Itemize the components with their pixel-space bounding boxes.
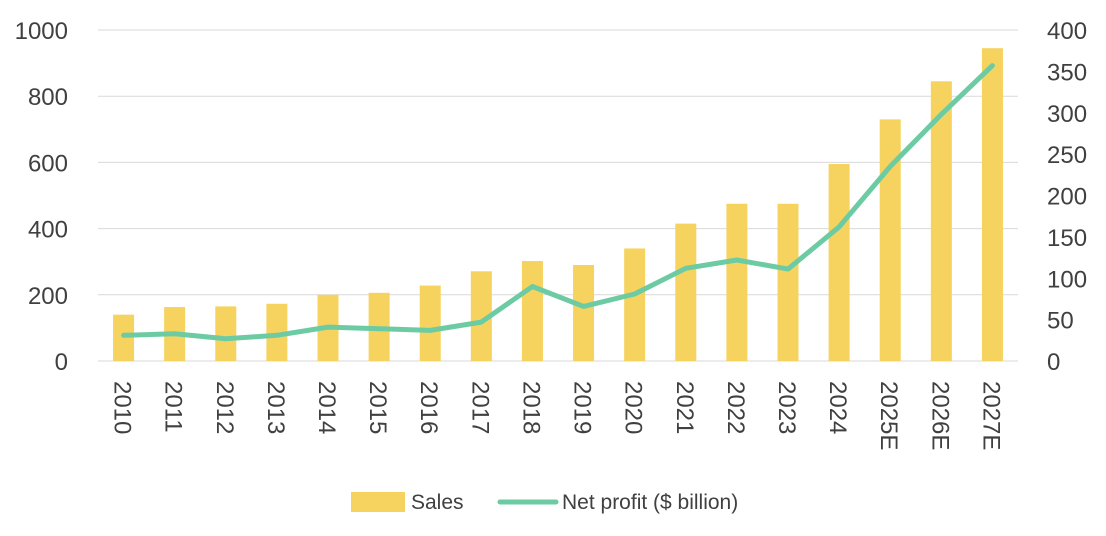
- sales-bar-2022: [726, 203, 748, 361]
- x-tick-label-2013: 2013: [262, 381, 289, 434]
- right-tick-label: 250: [1047, 142, 1087, 169]
- legend: Sales Net profit ($ billion): [351, 491, 738, 514]
- sales-bar-2012: [215, 306, 237, 361]
- x-tick-label-2014: 2014: [313, 381, 340, 434]
- right-tick-label: 400: [1047, 18, 1087, 45]
- x-tick-label-2018: 2018: [517, 381, 544, 434]
- x-tick-label-2023: 2023: [773, 381, 800, 434]
- x-tick-label-2016: 2016: [415, 381, 442, 434]
- sales-bar-2019: [573, 265, 595, 361]
- sales-bar-2017: [470, 271, 492, 361]
- right-tick-label: 100: [1047, 266, 1087, 293]
- x-tick-label-2026E: 2026E: [926, 381, 953, 450]
- right-tick-label: 200: [1047, 184, 1087, 211]
- legend-profit-label: Net profit ($ billion): [562, 491, 738, 514]
- sales-bar-2027E: [981, 48, 1003, 361]
- sales-bar-2024: [828, 164, 850, 361]
- x-tick-label-2027E: 2027E: [977, 381, 1004, 450]
- sales-bar-2016: [419, 285, 441, 361]
- left-tick-label: 0: [55, 349, 68, 376]
- x-tick-label-2017: 2017: [466, 381, 493, 434]
- right-tick-label: 50: [1047, 308, 1074, 335]
- right-tick-label: 150: [1047, 225, 1087, 252]
- legend-sales-label: Sales: [411, 491, 464, 514]
- x-tick-label-2015: 2015: [364, 381, 391, 434]
- left-axis-ticks: 0 200 400 600 800 1000: [15, 18, 68, 376]
- right-axis-ticks: 0 50 100 150 200 250 300 350 400: [1047, 18, 1087, 376]
- right-tick-label: 0: [1047, 349, 1060, 376]
- x-tick-label-2011: 2011: [160, 381, 187, 433]
- sales-bar-2023: [777, 203, 799, 361]
- x-tick-label-2020: 2020: [620, 381, 647, 434]
- left-tick-label: 1000: [15, 18, 68, 45]
- sales-bar-2013: [266, 303, 288, 361]
- x-tick-label-2021: 2021: [671, 381, 698, 434]
- x-tick-label-2022: 2022: [722, 381, 749, 434]
- gridlines: [98, 29, 1018, 362]
- net-profit-line-group: [121, 63, 995, 342]
- x-tick-label-2012: 2012: [211, 381, 238, 434]
- right-tick-label: 350: [1047, 59, 1087, 86]
- sales-bar-2018: [521, 261, 543, 361]
- sales-bars: [113, 48, 1003, 362]
- left-tick-label: 800: [28, 84, 68, 111]
- legend-sales-swatch: [351, 492, 405, 512]
- left-tick-label: 600: [28, 150, 68, 177]
- x-tick-label-2025E: 2025E: [875, 381, 902, 450]
- sales-bar-2020: [624, 248, 646, 361]
- left-tick-label: 200: [28, 283, 68, 310]
- sales-bar-2026E: [930, 81, 952, 362]
- x-axis-ticks: 2010 2011 2012 2013 2014 2015 2016 2017 2018 2019…: [109, 381, 1005, 450]
- net-profit-line: [121, 63, 995, 342]
- sales-bar-2010: [113, 314, 135, 361]
- left-tick-label: 400: [28, 217, 68, 244]
- right-tick-label: 300: [1047, 101, 1087, 128]
- x-tick-label-2019: 2019: [569, 381, 596, 434]
- x-tick-label-2010: 2010: [109, 381, 136, 434]
- sales-bar-2025E: [879, 119, 901, 362]
- sales-bar-2021: [675, 223, 697, 361]
- x-tick-label-2024: 2024: [824, 381, 851, 434]
